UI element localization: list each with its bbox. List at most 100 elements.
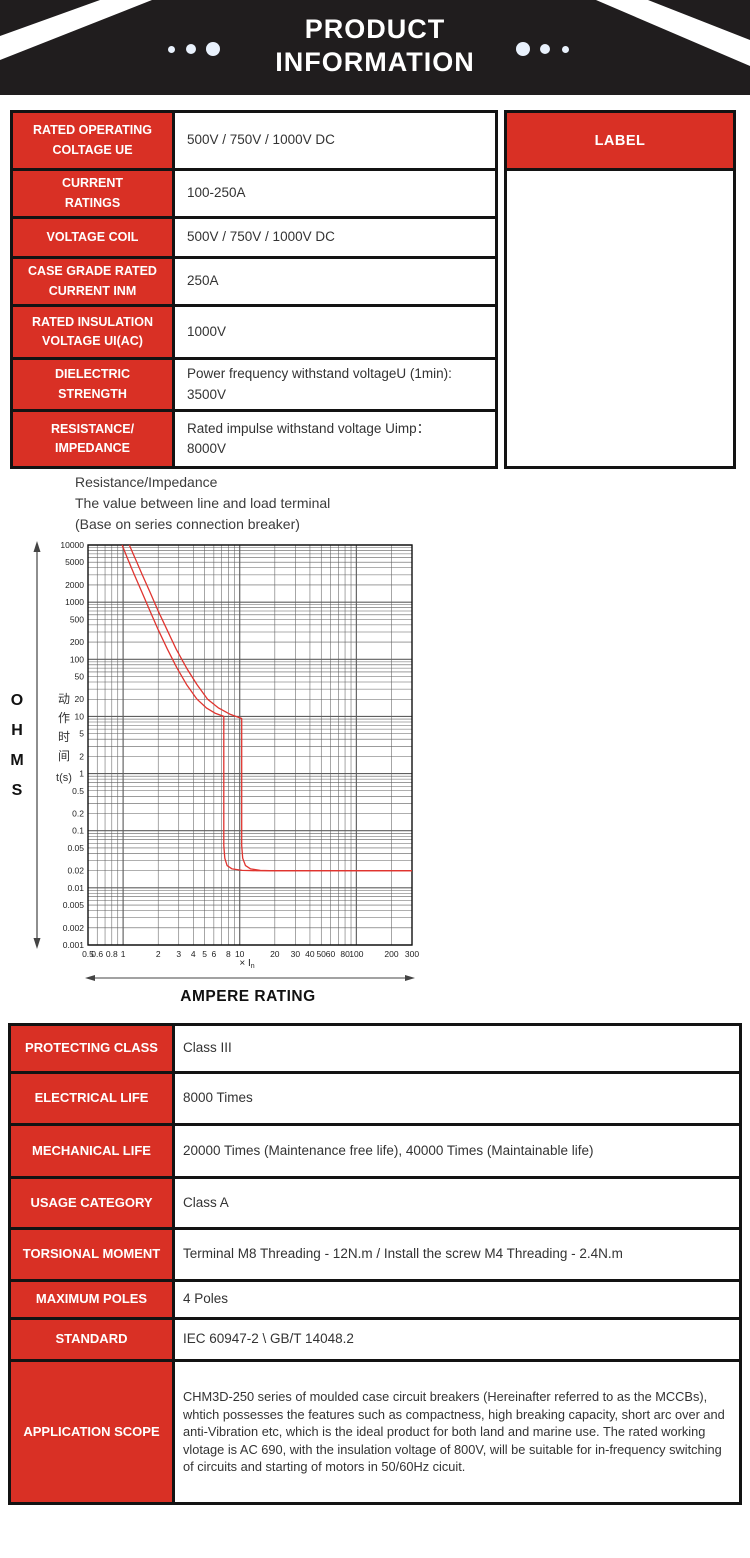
details-value-cell: IEC 60947-2 \ GB/T 14048.2 — [175, 1320, 739, 1359]
chart-note: (Base on series connection breaker) — [75, 516, 300, 532]
svg-text:5: 5 — [79, 729, 84, 739]
spec-label-cell: CASE GRADE RATED CURRENT INM — [13, 259, 172, 304]
details-label-cell: MAXIMUM POLES — [11, 1282, 172, 1317]
details-label-cell: PROTECTING CLASS — [11, 1026, 172, 1071]
svg-text:动: 动 — [58, 692, 70, 706]
decorative-dot — [516, 42, 530, 56]
svg-text:2000: 2000 — [65, 580, 84, 590]
ampere-rating-label: AMPERE RATING — [180, 988, 315, 1005]
spec-value-cell: Rated impulse withstand voltage Uimp： 80… — [175, 412, 495, 466]
chart-subtitle: The value between line and load terminal — [75, 495, 331, 511]
spec-label-cell: CURRENT RATINGS — [13, 171, 172, 216]
banner-corner-stripes — [0, 0, 750, 66]
svg-text:0.2: 0.2 — [72, 809, 84, 819]
spec-label-cell: VOLTAGE COIL — [13, 219, 172, 256]
svg-text:100: 100 — [349, 949, 363, 959]
svg-text:50: 50 — [316, 949, 326, 959]
svg-text:0.8: 0.8 — [106, 949, 118, 959]
svg-text:5000: 5000 — [65, 557, 84, 567]
chart-title: Resistance/Impedance — [75, 474, 218, 490]
x-multiplier-label: × In — [239, 958, 254, 970]
svg-text:500: 500 — [70, 614, 84, 624]
svg-text:20: 20 — [270, 949, 280, 959]
details-value-cell: 4 Poles — [175, 1282, 739, 1317]
svg-text:40: 40 — [305, 949, 315, 959]
trip-curve-min — [121, 544, 412, 872]
svg-text:t(s): t(s) — [56, 772, 72, 784]
details-label-cell: STANDARD — [11, 1320, 172, 1359]
svg-text:2: 2 — [79, 751, 84, 761]
details-label-cell: MECHANICAL LIFE — [11, 1126, 172, 1176]
details-table: PROTECTING CLASS Class III ELECTRICAL LI… — [8, 1023, 742, 1505]
svg-text:1000: 1000 — [65, 597, 84, 607]
header-banner: PRODUCT INFORMATION — [0, 0, 750, 95]
details-value-cell: Class III — [175, 1026, 739, 1071]
spec-value-cell: 100-250A — [175, 171, 495, 216]
svg-text:20: 20 — [75, 694, 85, 704]
chart-title-block: Resistance/Impedance The value between l… — [75, 472, 330, 535]
details-value-cell: 20000 Times (Maintenance free life), 400… — [175, 1126, 739, 1176]
svg-text:100: 100 — [70, 654, 84, 664]
spec-label-cell: RESISTANCE/ IMPEDANCE — [13, 412, 172, 466]
svg-text:30: 30 — [291, 949, 301, 959]
svg-text:10: 10 — [235, 949, 245, 959]
label-column-empty-cell — [507, 171, 733, 466]
svg-text:50: 50 — [75, 672, 85, 682]
page-title-line1: PRODUCT — [304, 14, 446, 44]
svg-text:时: 时 — [58, 730, 70, 744]
details-value-cell: Terminal M8 Threading - 12N.m / Install … — [175, 1230, 739, 1279]
spec-label-cell: DIELECTRIC STRENGTH — [13, 360, 172, 409]
svg-text:0.01: 0.01 — [67, 883, 84, 893]
svg-text:间: 间 — [58, 749, 70, 763]
label-column: LABEL — [504, 110, 736, 469]
details-label-cell: ELECTRICAL LIFE — [11, 1074, 172, 1123]
right-diagonal-stripe — [596, 0, 750, 66]
svg-text:0.002: 0.002 — [63, 923, 85, 933]
details-value-cell: CHM3D-250 series of moulded case circuit… — [175, 1362, 739, 1502]
svg-text:80: 80 — [340, 949, 350, 959]
svg-text:S: S — [12, 782, 23, 799]
label-column-header: LABEL — [507, 113, 733, 168]
page-title-line2: INFORMATION — [275, 47, 475, 77]
ampere-axis-arrow — [85, 975, 415, 981]
svg-text:0.001: 0.001 — [63, 940, 85, 950]
svg-text:3: 3 — [176, 949, 181, 959]
svg-text:O: O — [11, 692, 23, 709]
svg-text:8: 8 — [226, 949, 231, 959]
decorative-dot — [168, 46, 175, 53]
svg-text:2: 2 — [156, 949, 161, 959]
spec-value-cell: 500V / 750V / 1000V DC — [175, 113, 495, 168]
svg-text:1: 1 — [121, 949, 126, 959]
svg-text:H: H — [11, 722, 23, 739]
svg-text:200: 200 — [70, 637, 84, 647]
details-label-cell: TORSIONAL MOMENT — [11, 1230, 172, 1279]
svg-text:6: 6 — [212, 949, 217, 959]
trip-curve-chart: 10000 5000 2000 1000 500 200 100 50 20 10 5 2 1 0.5 0.… — [0, 538, 430, 1008]
svg-text:300: 300 — [405, 949, 419, 959]
svg-text:0.05: 0.05 — [67, 843, 84, 853]
spec-table-grid: RATED OPERATING COLTAGE UE 500V / 750V /… — [10, 110, 498, 469]
details-value-cell: 8000 Times — [175, 1074, 739, 1123]
details-label-cell: APPLICATION SCOPE — [11, 1362, 172, 1502]
trip-curve-max — [128, 544, 412, 872]
page-title: PRODUCT INFORMATION — [0, 13, 750, 79]
decorative-dot — [562, 46, 569, 53]
decorative-dot — [206, 42, 220, 56]
spec-label-cell: RATED INSULATION VOLTAGE UI(AC) — [13, 307, 172, 357]
chart-plot-area: 100005000200010005002001005020105210.50.… — [60, 540, 419, 959]
svg-text:10000: 10000 — [60, 540, 84, 550]
spec-value-cell: Power frequency withstand voltageU (1min… — [175, 360, 495, 409]
svg-text:M: M — [10, 752, 23, 769]
svg-text:0.5: 0.5 — [82, 949, 94, 959]
svg-text:0.02: 0.02 — [67, 866, 84, 876]
decorative-dot — [186, 44, 196, 54]
svg-text:0.6: 0.6 — [91, 949, 103, 959]
svg-text:0.1: 0.1 — [72, 826, 84, 836]
spec-label-cell: RATED OPERATING COLTAGE UE — [13, 113, 172, 168]
spec-value-cell: 1000V — [175, 307, 495, 357]
svg-text:5: 5 — [202, 949, 207, 959]
details-label-cell: USAGE CATEGORY — [11, 1179, 172, 1227]
svg-text:60: 60 — [326, 949, 336, 959]
